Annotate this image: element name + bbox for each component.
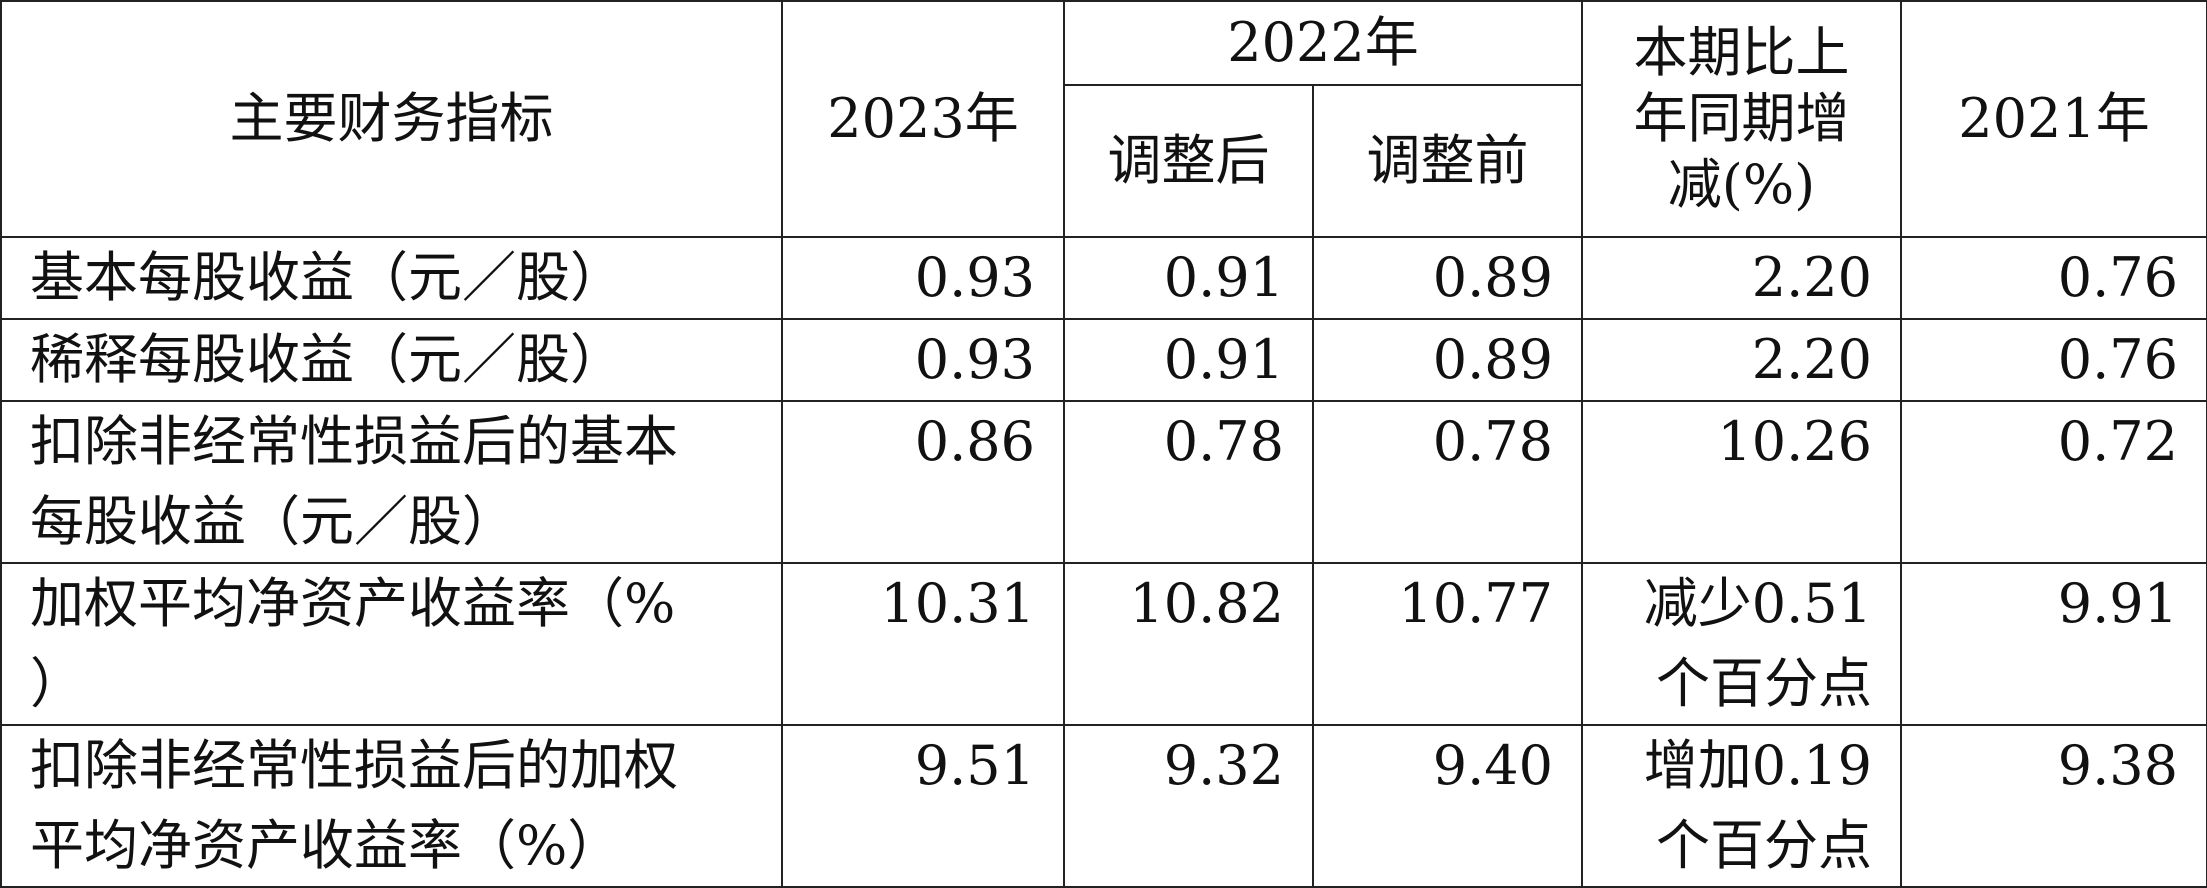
cell: 9.38 (1900, 724, 2207, 888)
cell: 扣除非经常性损益后的加权 平均净资产收益率（%） (0, 724, 783, 888)
header-text: 2021年 (1958, 87, 2150, 150)
cell-text: 0.89 (1432, 328, 1553, 391)
cell-text: 9.51 (914, 734, 1035, 797)
cell: 10.77 (1312, 562, 1583, 726)
cell: 0.76 (1900, 236, 2207, 320)
cell-text: 0.76 (2057, 328, 2178, 391)
cell-text: 9.91 (2057, 572, 2178, 635)
cell-text: 每股收益（元／股） (30, 490, 516, 553)
cell: 2.20 (1581, 318, 1902, 402)
cell-text: 减少0.51 (1643, 572, 1872, 635)
cell-text: ） (30, 652, 84, 715)
data-row: 扣除非经常性损益后的加权 平均净资产收益率（%） 9.51 9.32 9.40 增加0.1… (0, 724, 2207, 888)
data-row: 扣除非经常性损益后的基本 每股收益（元／股） 0.86 0.78 0.78 10.26 0.… (0, 400, 2207, 564)
cell: 加权平均净资产收益率（% ） (0, 562, 783, 726)
header-cell: 2022年 (1063, 0, 1583, 86)
header-cell: 2021年 (1900, 0, 2207, 238)
header-cell: 调整前 (1312, 84, 1583, 238)
cell-text: 个百分点 (1656, 814, 1872, 877)
cell: 0.91 (1063, 236, 1314, 320)
cell-text: 年同期增 (1633, 87, 1850, 150)
cell: 2.20 (1581, 236, 1902, 320)
cell: 0.78 (1063, 400, 1314, 564)
cell: 0.89 (1312, 236, 1583, 320)
cell: 0.86 (781, 400, 1065, 564)
cell: 扣除非经常性损益后的基本 每股收益（元／股） (0, 400, 783, 564)
header-cell: 2023年 (781, 0, 1065, 238)
data-row: 稀释每股收益（元／股） 0.93 0.91 0.89 2.20 0.76 (0, 318, 2207, 402)
cell-text: 0.78 (1432, 410, 1553, 473)
cell: 减少0.51 个百分点 (1581, 562, 1902, 726)
cell-text: 个百分点 (1656, 652, 1872, 715)
cell: 9.40 (1312, 724, 1583, 888)
cell: 0.89 (1312, 318, 1583, 402)
cell-text: 9.32 (1163, 734, 1284, 797)
cell: 0.72 (1900, 400, 2207, 564)
cell-text: 减(%) (1667, 153, 1816, 216)
cell-text: 稀释每股收益（元／股） (30, 328, 624, 391)
header-row: 主要财务指标 2023年 2022年 本期比上 年同期增 减(%) 2021年 (0, 0, 2207, 238)
header-text: 调整前 (1366, 129, 1529, 192)
cell-text: 0.93 (914, 246, 1035, 309)
cell: 10.31 (781, 562, 1065, 726)
cell-text: 2.20 (1751, 246, 1872, 309)
cell-text: 10.77 (1398, 572, 1553, 635)
header-row: 调整后 调整前 (1, 84, 2207, 238)
cell-text: 0.89 (1432, 246, 1553, 309)
data-row: 基本每股收益（元／股） 0.93 0.91 0.89 2.20 0.76 (0, 236, 2207, 320)
cell: 0.78 (1312, 400, 1583, 564)
cell-text: 0.91 (1163, 328, 1284, 391)
header-cell: 调整后 (1063, 84, 1314, 238)
cell: 10.82 (1063, 562, 1314, 726)
header-text: 2022年 (1227, 11, 1419, 74)
cell-text: 加权平均净资产收益率（% (30, 572, 676, 635)
cell-text: 扣除非经常性损益后的加权 (30, 734, 678, 797)
cell-text: 平均净资产收益率（%） (30, 814, 622, 877)
header-cell: 主要财务指标 (0, 0, 783, 238)
cell-text: 10.31 (880, 572, 1035, 635)
cell: 稀释每股收益（元／股） (0, 318, 783, 402)
cell: 9.51 (781, 724, 1065, 888)
cell-text: 基本每股收益（元／股） (30, 246, 624, 309)
cell: 10.26 (1581, 400, 1902, 564)
cell-text: 0.78 (1163, 410, 1284, 473)
cell: 增加0.19 个百分点 (1581, 724, 1902, 888)
cell-text: 0.72 (2057, 410, 2178, 473)
header-cell: 本期比上 年同期增 减(%) (1581, 0, 1902, 238)
cell-text: 9.40 (1432, 734, 1553, 797)
cell-text: 本期比上 (1633, 21, 1850, 84)
cell: 基本每股收益（元／股） (0, 236, 783, 320)
cell-text: 0.86 (914, 410, 1035, 473)
header-text: 2023年 (827, 87, 1019, 150)
cell-text: 扣除非经常性损益后的基本 (30, 410, 678, 473)
cell-text: 0.76 (2057, 246, 2178, 309)
cell-text: 9.38 (2057, 734, 2178, 797)
cell: 9.91 (1900, 562, 2207, 726)
cell: 9.32 (1063, 724, 1314, 888)
header-text: 主要财务指标 (229, 87, 554, 150)
cell: 0.93 (781, 318, 1065, 402)
cell: 0.93 (781, 236, 1065, 320)
cell: 0.76 (1900, 318, 2207, 402)
data-row: 加权平均净资产收益率（% ） 10.31 10.82 10.77 减少0.51 个百分点 9.… (0, 562, 2207, 726)
cell-text: 0.91 (1163, 246, 1284, 309)
header-text: 调整后 (1107, 129, 1270, 192)
cell-text: 10.82 (1129, 572, 1284, 635)
cell-text: 2.20 (1751, 328, 1872, 391)
cell: 0.91 (1063, 318, 1314, 402)
cell-text: 10.26 (1717, 410, 1872, 473)
cell-text: 增加0.19 (1643, 734, 1872, 797)
cell-text: 0.93 (914, 328, 1035, 391)
